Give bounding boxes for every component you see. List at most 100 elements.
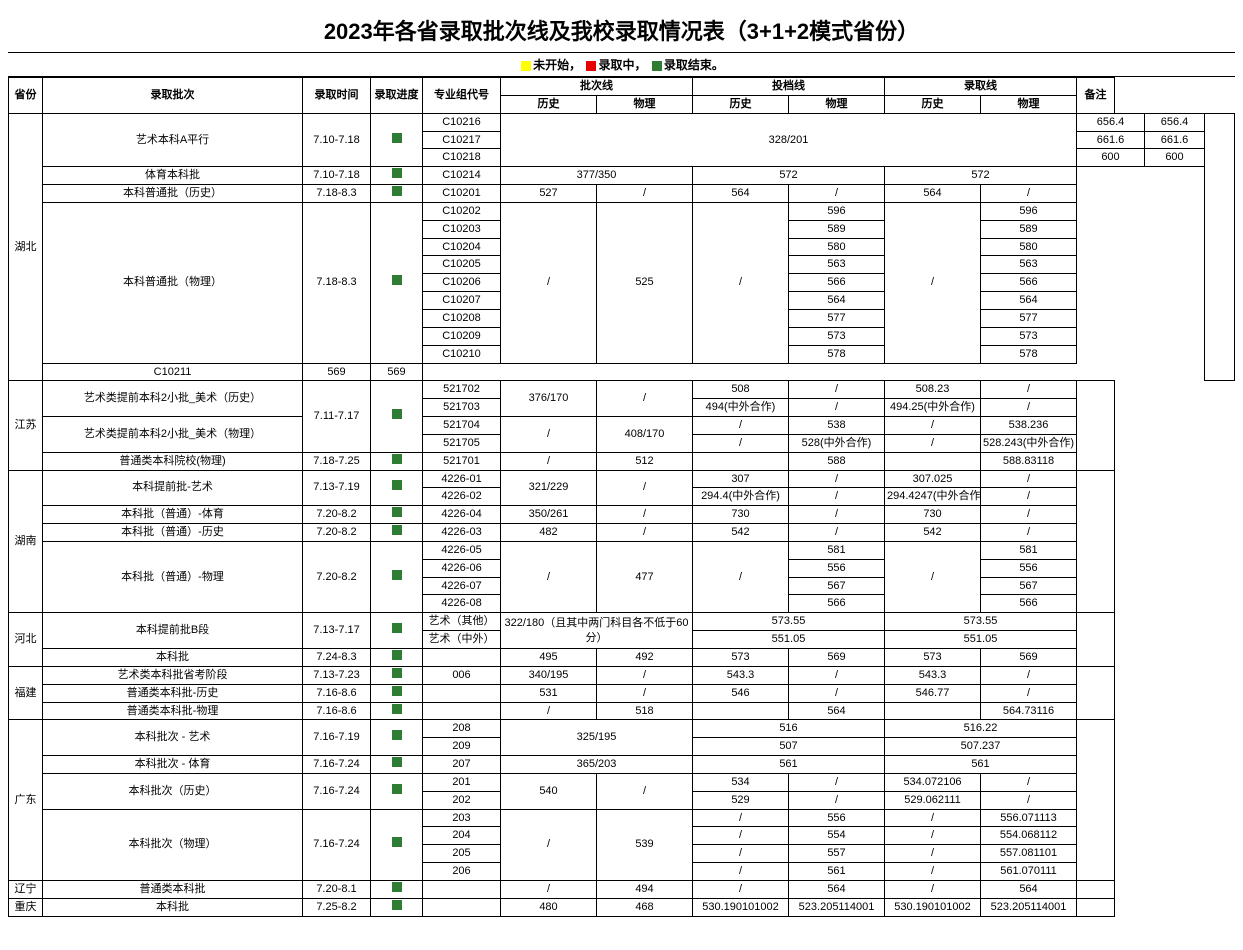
- table-body: 湖北艺术本科A平行7.10-7.18C10216328/201656.4656.…: [9, 113, 1235, 916]
- table-row: 本科批次（历史）7.16-7.24201540/534/534.072106/: [9, 773, 1235, 791]
- th-admit-line: 录取线: [885, 78, 1077, 96]
- cell-admitline-physics: 596: [981, 202, 1077, 220]
- cell-time: 7.18-8.3: [303, 185, 371, 203]
- cell-batchline-history: 377/350: [501, 167, 693, 185]
- cell-province: 江苏: [9, 381, 43, 470]
- progress-finished-icon: [392, 525, 402, 535]
- cell-progress: [371, 470, 423, 506]
- cell-admitline-physics: 561.070111: [981, 863, 1077, 881]
- cell-batchline-history: 376/170: [501, 381, 597, 417]
- cell-progress: [371, 541, 423, 612]
- cell-code: 208: [423, 720, 501, 738]
- cell-castline-history: 508: [693, 381, 789, 399]
- cell-progress: [371, 720, 423, 756]
- cell-code: 521702: [423, 381, 501, 399]
- cell-note: [1077, 613, 1115, 667]
- table-row: 本科批（普通）-物理7.20-8.24226-05/477/581/581: [9, 541, 1235, 559]
- cell-batchline-physics: 525: [597, 202, 693, 363]
- cell-castline-history: 730: [693, 506, 789, 524]
- cell-progress: [371, 756, 423, 774]
- cell-time: 7.16-8.6: [303, 684, 371, 702]
- cell-castline-physics: 563: [789, 256, 885, 274]
- admission-table: 省份 录取批次 录取时间 录取进度 专业组代号 批次线 投档线 录取线 备注 历…: [8, 77, 1235, 917]
- cell-admitline-physics: /: [981, 399, 1077, 417]
- cell-batch: 普通类本科批-历史: [43, 684, 303, 702]
- cell-time: 7.16-7.24: [303, 756, 371, 774]
- cell-batchline-history: 322/180（且其中两门科目各不低于60分）: [501, 613, 693, 649]
- progress-finished-icon: [392, 900, 402, 910]
- progress-finished-icon: [392, 186, 402, 196]
- cell-castline-physics: 596: [789, 202, 885, 220]
- cell-admitline-history: 507.237: [885, 738, 1077, 756]
- progress-finished-icon: [392, 133, 402, 143]
- cell-batchline-history: /: [501, 202, 597, 363]
- cell-progress: [371, 809, 423, 880]
- cell-batchline-history: 321/229: [501, 470, 597, 506]
- cell-admitline-history: /: [885, 845, 981, 863]
- cell-time: 7.20-8.2: [303, 524, 371, 542]
- th-cast-physics: 物理: [789, 95, 885, 113]
- cell-admitline-physics: 580: [981, 238, 1077, 256]
- table-row: 体育本科批7.10-7.18C10214377/350572572: [9, 167, 1235, 185]
- legend-not-started-label: 未开始: [533, 58, 569, 72]
- cell-batchline-history: 540: [501, 773, 597, 809]
- cell-time: 7.10-7.18: [303, 167, 371, 185]
- cell-batchline-history: 340/195: [501, 666, 597, 684]
- th-cast-history: 历史: [693, 95, 789, 113]
- progress-finished-icon: [392, 686, 402, 696]
- table-row: 本科批次 - 体育7.16-7.24207365/203561561: [9, 756, 1235, 774]
- cell-progress: [371, 452, 423, 470]
- cell-castline-history: 507: [693, 738, 885, 756]
- table-row: 广东本科批次 - 艺术7.16-7.19208325/195516516.22: [9, 720, 1235, 738]
- cell-code: 202: [423, 791, 501, 809]
- cell-admitline-physics: 566: [981, 274, 1077, 292]
- table-header: 省份 录取批次 录取时间 录取进度 专业组代号 批次线 投档线 录取线 备注 历…: [9, 78, 1235, 114]
- progress-finished-icon: [392, 570, 402, 580]
- cell-batchline-physics: /: [597, 470, 693, 506]
- legend-finished-icon: [652, 61, 662, 71]
- cell-progress: [371, 381, 423, 452]
- cell-admitline-physics: /: [981, 684, 1077, 702]
- cell-admitline-history: /: [885, 434, 981, 452]
- cell-code: [423, 684, 501, 702]
- cell-batch: 普通类本科批-物理: [43, 702, 303, 720]
- cell-castline-physics: /: [789, 791, 885, 809]
- cell-castline-physics: 564: [789, 702, 885, 720]
- cell-note: [1077, 470, 1115, 613]
- cell-code: 204: [423, 827, 501, 845]
- cell-batchline-history: 527: [501, 185, 597, 203]
- cell-progress: [371, 666, 423, 684]
- cell-code: 艺术（其他）: [423, 613, 501, 631]
- cell-admitline-physics: 564: [981, 880, 1077, 898]
- cell-code: C10205: [423, 256, 501, 274]
- cell-admitline-physics: 523.205114001: [981, 898, 1077, 916]
- cell-admitline-history: [885, 452, 981, 470]
- cell-code: 205: [423, 845, 501, 863]
- cell-admitline-history: /: [885, 827, 981, 845]
- cell-castline-history: 661.6: [1077, 131, 1145, 149]
- cell-castline-history: 494(中外合作): [693, 399, 789, 417]
- cell-castline-physics: 554: [789, 827, 885, 845]
- cell-castline-physics: 569: [789, 649, 885, 667]
- cell-batchline-history: 350/261: [501, 506, 597, 524]
- cell-admitline-physics: 569: [371, 363, 423, 381]
- cell-province: 辽宁: [9, 880, 43, 898]
- cell-castline-physics: 557: [789, 845, 885, 863]
- cell-code: 4226-08: [423, 595, 501, 613]
- cell-batch: 体育本科批: [43, 167, 303, 185]
- cell-time: 7.16-8.6: [303, 702, 371, 720]
- table-row: 湖南本科提前批-艺术7.13-7.194226-01321/229/307/30…: [9, 470, 1235, 488]
- cell-castline-physics: 566: [789, 595, 885, 613]
- cell-admitline-physics: 556: [981, 559, 1077, 577]
- cell-castline-history: /: [693, 202, 789, 363]
- cell-admitline-history: [885, 702, 981, 720]
- table-row: 江苏艺术类提前本科2小批_美术（历史）7.11-7.17521702376/17…: [9, 381, 1235, 399]
- cell-batchline-history: /: [501, 417, 597, 453]
- cell-castline-history: /: [693, 809, 789, 827]
- th-progress: 录取进度: [371, 78, 423, 114]
- cell-batch: 本科批次 - 体育: [43, 756, 303, 774]
- cell-progress: [371, 506, 423, 524]
- cell-castline-history: [693, 452, 789, 470]
- cell-note: [1077, 880, 1115, 898]
- cell-admitline-history: 572: [885, 167, 1077, 185]
